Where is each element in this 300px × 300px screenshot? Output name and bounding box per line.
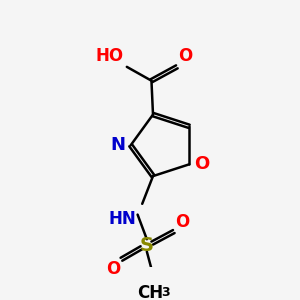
Text: HN: HN (108, 210, 136, 228)
Text: 3: 3 (161, 286, 169, 299)
Text: HO: HO (96, 47, 124, 65)
Text: O: O (175, 213, 190, 231)
Text: O: O (194, 155, 210, 173)
Text: O: O (106, 260, 120, 278)
Text: CH: CH (137, 284, 163, 300)
Text: S: S (140, 236, 154, 255)
Text: N: N (110, 136, 125, 154)
Text: O: O (178, 47, 193, 65)
